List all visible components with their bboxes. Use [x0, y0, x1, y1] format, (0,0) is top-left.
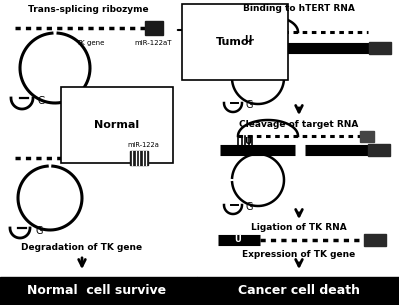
Text: Normal  cell survive: Normal cell survive: [28, 285, 166, 297]
Text: U: U: [244, 138, 252, 146]
Text: miR-122aT: miR-122aT: [134, 40, 172, 46]
Text: Trans-splicing ribozyme: Trans-splicing ribozyme: [28, 5, 148, 14]
Text: U: U: [244, 35, 252, 45]
Text: G: G: [35, 226, 43, 236]
Text: Expression of TK gene: Expression of TK gene: [242, 250, 356, 259]
Bar: [369, 42, 391, 54]
Text: G: G: [246, 100, 253, 110]
Bar: [145, 21, 163, 35]
Text: U: U: [235, 235, 241, 243]
Text: Binding to hTERT RNA: Binding to hTERT RNA: [243, 4, 355, 13]
Text: Ligation of TK RNA: Ligation of TK RNA: [251, 223, 347, 232]
Bar: [364, 234, 386, 246]
Text: Cleavage of target RNA: Cleavage of target RNA: [239, 120, 359, 129]
Bar: [0, 277, 197, 305]
Text: miR-122a: miR-122a: [127, 142, 159, 148]
Text: G: G: [38, 96, 45, 106]
Text: Tumor: Tumor: [215, 37, 255, 47]
Text: Cancer cell death: Cancer cell death: [238, 285, 360, 297]
Text: G: G: [246, 202, 253, 212]
Bar: [360, 131, 374, 142]
Text: Degradation of TK gene: Degradation of TK gene: [22, 243, 142, 252]
Bar: [368, 144, 390, 156]
Bar: [197, 277, 399, 305]
Text: TK gene: TK gene: [76, 40, 104, 46]
Bar: [130, 151, 148, 165]
Text: Normal: Normal: [95, 120, 140, 130]
